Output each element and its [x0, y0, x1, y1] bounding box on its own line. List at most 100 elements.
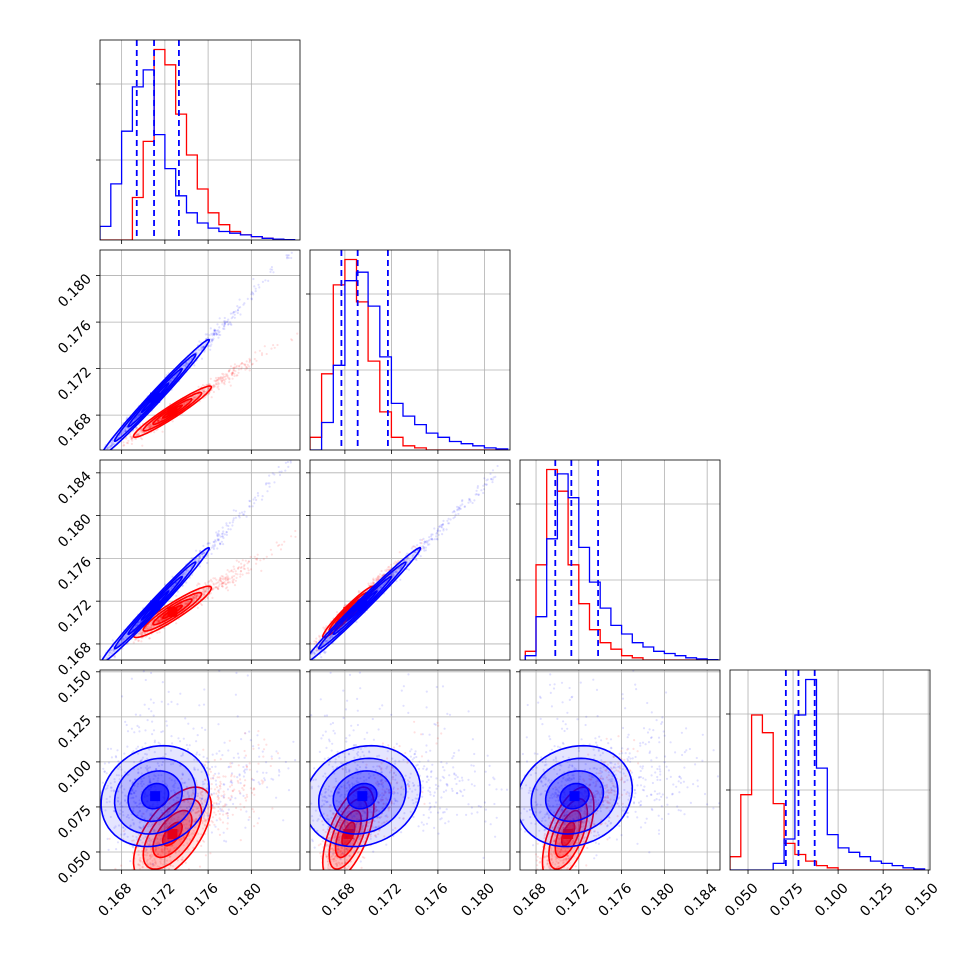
sample-point — [196, 839, 199, 842]
sample-point — [243, 302, 246, 305]
sample-point — [127, 439, 130, 442]
sample-point — [149, 624, 152, 627]
sample-point — [221, 323, 224, 326]
sample-point — [200, 346, 203, 349]
sample-point — [168, 876, 170, 878]
sample-point — [246, 795, 249, 798]
sample-point — [242, 565, 246, 568]
sample-point — [218, 776, 221, 779]
sample-point — [344, 609, 347, 613]
sample-point — [171, 575, 174, 578]
sample-point — [221, 581, 224, 585]
sample-point — [151, 424, 155, 427]
sample-point — [118, 642, 121, 645]
sample-point — [154, 875, 156, 877]
sample-point — [227, 318, 230, 321]
sample-point — [315, 649, 318, 652]
density-peak — [357, 600, 368, 611]
sample-point — [226, 822, 229, 825]
sample-point — [222, 536, 225, 540]
sample-point — [210, 396, 213, 399]
sample-point — [122, 441, 125, 444]
sample-point — [196, 584, 199, 587]
sample-point — [436, 531, 439, 534]
sample-point — [193, 364, 196, 367]
sample-point — [135, 624, 138, 627]
histogram-0 — [100, 40, 296, 240]
sample-point — [476, 485, 479, 488]
sample-point — [229, 365, 233, 368]
sample-point — [322, 651, 325, 654]
sample-point — [216, 581, 219, 584]
sample-point — [219, 542, 222, 545]
sample-point — [205, 590, 208, 593]
sample-point — [110, 442, 113, 445]
scatter-panel-1-0 — [99, 251, 300, 459]
sample-point — [220, 532, 224, 536]
sample-point — [239, 808, 242, 811]
sample-point — [392, 575, 395, 578]
sample-point — [210, 343, 213, 346]
sample-point — [217, 790, 220, 793]
sample-point — [232, 570, 235, 573]
sample-point — [400, 565, 403, 569]
sample-point — [226, 827, 229, 830]
sample-point — [169, 864, 172, 867]
sample-point — [254, 496, 257, 499]
sample-point — [169, 849, 172, 853]
sample-point — [203, 817, 206, 821]
sample-point — [229, 765, 233, 768]
sample-point — [149, 426, 152, 429]
sample-point — [264, 279, 267, 282]
sample-point — [235, 806, 238, 810]
sample-point — [207, 387, 210, 390]
sample-point — [178, 850, 181, 853]
sample-point — [173, 817, 176, 821]
sample-point — [192, 596, 195, 599]
sample-point — [99, 457, 101, 459]
sample-point — [231, 371, 234, 374]
sample-point — [156, 619, 159, 622]
sample-point — [113, 656, 116, 659]
sample-point — [217, 810, 220, 813]
sample-point — [421, 538, 424, 542]
axes-grid: 0.050 0.075 0.100 0.125 0.150 — [722, 670, 942, 920]
sample-point — [113, 654, 116, 658]
contour-line — [132, 385, 213, 439]
sample-point — [222, 578, 225, 581]
contour-line — [152, 598, 193, 626]
sample-point — [419, 538, 422, 542]
sample-point — [173, 847, 176, 850]
sample-point — [223, 804, 226, 808]
sample-point — [148, 637, 151, 640]
sample-point — [248, 499, 251, 502]
sample-point — [217, 532, 220, 535]
sample-point — [220, 582, 223, 586]
sample-point — [220, 581, 223, 584]
sample-point — [214, 586, 218, 589]
sample-point — [387, 566, 390, 569]
sample-point — [313, 642, 316, 646]
sample-point — [138, 413, 141, 416]
sample-point — [212, 774, 215, 777]
sample-point — [414, 545, 417, 549]
axes-frame — [519, 459, 721, 661]
sample-point — [146, 858, 149, 861]
sample-point — [185, 602, 188, 605]
sample-point — [237, 306, 240, 309]
sample-point — [245, 360, 248, 363]
sample-point — [221, 575, 224, 578]
sample-point — [447, 522, 450, 525]
sample-point — [130, 438, 133, 441]
sample-point — [250, 293, 253, 296]
sample-point — [156, 842, 159, 845]
sample-point — [139, 856, 142, 860]
sample-point — [131, 436, 134, 439]
sample-point — [124, 430, 127, 433]
sample-point — [220, 575, 223, 578]
sample-point — [217, 798, 220, 801]
sample-point — [407, 568, 411, 571]
sample-point — [419, 555, 422, 558]
sample-point — [208, 768, 211, 771]
sample-point — [280, 470, 283, 473]
